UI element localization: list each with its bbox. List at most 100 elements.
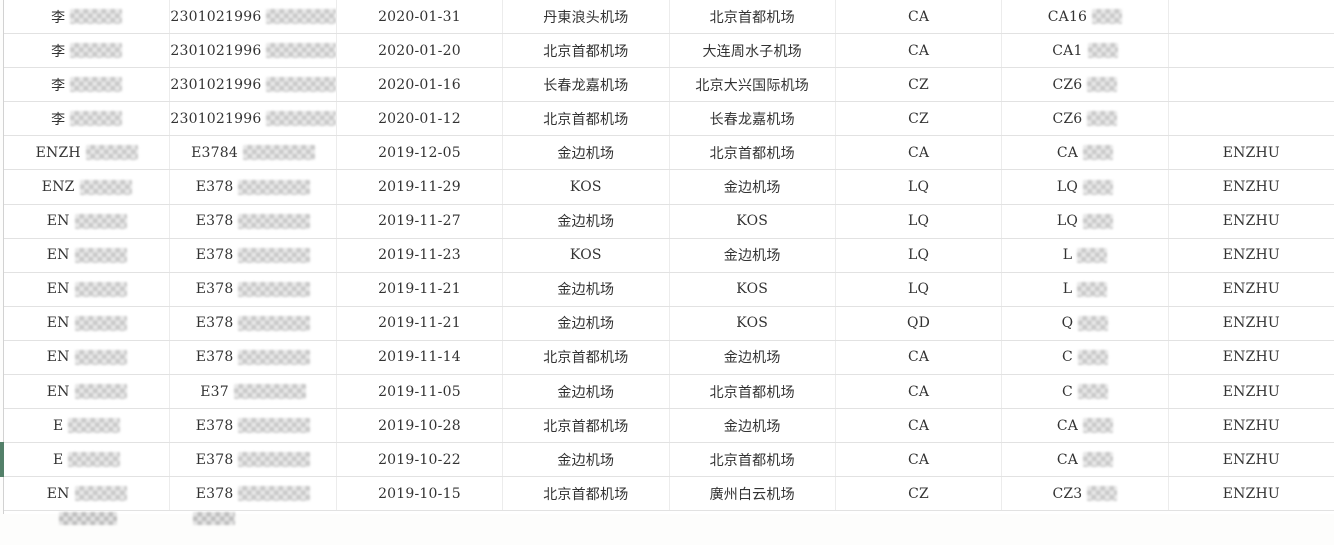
cell-name[interactable]: E [4, 409, 171, 443]
cell-id-number[interactable]: E3784 [170, 136, 337, 170]
partial-next-row[interactable] [4, 511, 1334, 545]
cell-airline-code[interactable]: CA [836, 0, 1003, 34]
cell-name[interactable]: EN [4, 238, 171, 272]
cell-flight-date[interactable]: 2019-10-28 [337, 409, 504, 443]
cell-airline-code[interactable]: LQ [836, 272, 1003, 306]
cell-airline-code[interactable]: CA [836, 136, 1003, 170]
cell-arrival-airport[interactable]: KOS [670, 306, 836, 340]
cell-departure-airport[interactable]: 丹東浪头机场 [503, 0, 670, 34]
cell-departure-airport[interactable]: 北京首都机场 [503, 477, 670, 511]
cell-passenger-name[interactable]: ENZHU [1169, 238, 1334, 272]
cell-passenger-name[interactable]: ENZHU [1169, 409, 1334, 443]
cell-name[interactable]: 李 [4, 34, 171, 68]
cell-arrival-airport[interactable]: 金边机场 [670, 170, 836, 204]
cell-passenger-name[interactable]: ENZHU [1169, 443, 1334, 477]
cell-passenger-name[interactable]: ENZHU [1169, 272, 1334, 306]
cell-airline-code[interactable]: CZ [836, 477, 1003, 511]
cell-passenger-name[interactable]: ENZHU [1169, 340, 1334, 375]
cell-id-number[interactable]: E378 [170, 204, 337, 238]
cell-id-number[interactable]: 2301021996 [170, 0, 337, 34]
cell-flight-number[interactable]: CA1 [1002, 34, 1169, 68]
cell-flight-date[interactable]: 2019-11-23 [337, 238, 504, 272]
cell-departure-airport[interactable]: 金边机场 [503, 443, 670, 477]
cell-id-number[interactable]: E378 [170, 170, 337, 204]
cell-flight-date[interactable]: 2019-11-21 [337, 272, 504, 306]
cell-arrival-airport[interactable]: 大连周水子机场 [670, 34, 836, 68]
cell-id-number[interactable]: E378 [170, 306, 337, 340]
cell-arrival-airport[interactable]: 金边机场 [670, 238, 836, 272]
cell-airline-code[interactable]: CA [836, 34, 1003, 68]
cell-flight-number[interactable]: LQ [1002, 204, 1169, 238]
cell-id-number[interactable]: 2301021996 [170, 34, 337, 68]
cell-passenger-name[interactable]: ENZHU [1169, 477, 1334, 511]
cell-passenger-name[interactable]: ENZHU [1169, 375, 1334, 409]
cell-id-number[interactable]: E378 [170, 409, 337, 443]
cell-flight-number[interactable]: CA16 [1002, 0, 1169, 34]
cell-passenger-name[interactable]: ENZHU [1169, 136, 1334, 170]
cell-id-number[interactable]: E37 [170, 375, 337, 409]
cell-departure-airport[interactable]: 长春龙嘉机场 [503, 68, 670, 102]
cell-departure-airport[interactable]: 金边机场 [503, 204, 670, 238]
cell-arrival-airport[interactable]: 长春龙嘉机场 [670, 102, 836, 136]
cell-flight-date[interactable]: 2019-12-05 [337, 136, 504, 170]
cell-name[interactable]: 李 [4, 102, 171, 136]
cell-flight-number[interactable]: C [1002, 340, 1169, 375]
cell-passenger-name[interactable] [1169, 102, 1334, 136]
cell-flight-number[interactable]: CA [1002, 409, 1169, 443]
cell-flight-date[interactable]: 2019-10-22 [337, 443, 504, 477]
cell-flight-number[interactable]: CZ6 [1002, 68, 1169, 102]
cell-passenger-name[interactable]: ENZHU [1169, 306, 1334, 340]
cell-name[interactable]: EN [4, 306, 171, 340]
cell-departure-airport[interactable]: KOS [503, 170, 670, 204]
cell-flight-number[interactable]: CA [1002, 136, 1169, 170]
cell-name[interactable]: EN [4, 204, 171, 238]
cell-departure-airport[interactable]: 金边机场 [503, 272, 670, 306]
cell-airline-code[interactable]: CZ [836, 102, 1003, 136]
cell-id-number[interactable]: 2301021996 [170, 102, 337, 136]
cell-name[interactable]: 李 [4, 68, 171, 102]
cell-departure-airport[interactable]: 北京首都机场 [503, 102, 670, 136]
cell-name[interactable]: ENZH [4, 136, 171, 170]
cell-departure-airport[interactable]: 北京首都机场 [503, 340, 670, 375]
cell-flight-date[interactable]: 2019-11-27 [337, 204, 504, 238]
cell-flight-number[interactable]: CZ6 [1002, 102, 1169, 136]
cell-arrival-airport[interactable]: KOS [670, 272, 836, 306]
cell-flight-number[interactable]: L [1002, 272, 1169, 306]
cell-airline-code[interactable]: LQ [836, 204, 1003, 238]
cell-arrival-airport[interactable]: 廣州白云机场 [670, 477, 836, 511]
cell-flight-date[interactable]: 2020-01-12 [337, 102, 504, 136]
cell-airline-code[interactable]: CA [836, 409, 1003, 443]
cell-name[interactable]: EN [4, 477, 171, 511]
cell-id-number[interactable]: E378 [170, 477, 337, 511]
cell-airline-code[interactable]: CZ [836, 68, 1003, 102]
cell-arrival-airport[interactable]: 北京大兴国际机场 [670, 68, 836, 102]
cell-id-number[interactable]: E378 [170, 238, 337, 272]
cell-flight-date[interactable]: 2019-11-05 [337, 375, 504, 409]
cell-flight-number[interactable]: CZ3 [1002, 477, 1169, 511]
cell-flight-date[interactable]: 2020-01-16 [337, 68, 504, 102]
cell-arrival-airport[interactable]: 北京首都机场 [670, 0, 836, 34]
cell-flight-date[interactable]: 2019-11-21 [337, 306, 504, 340]
cell-flight-number[interactable]: Q [1002, 306, 1169, 340]
cell-flight-date[interactable]: 2019-10-15 [337, 477, 504, 511]
cell-departure-airport[interactable]: 金边机场 [503, 306, 670, 340]
cell-flight-date[interactable]: 2019-11-29 [337, 170, 504, 204]
cell-arrival-airport[interactable]: KOS [670, 204, 836, 238]
cell-departure-airport[interactable]: 北京首都机场 [503, 34, 670, 68]
cell-passenger-name[interactable]: ENZHU [1169, 204, 1334, 238]
cell-arrival-airport[interactable]: 金边机场 [670, 340, 836, 375]
cell-id-number[interactable]: 2301021996 [170, 68, 337, 102]
cell-departure-airport[interactable]: 金边机场 [503, 136, 670, 170]
cell-arrival-airport[interactable]: 北京首都机场 [670, 443, 836, 477]
cell-flight-date[interactable]: 2020-01-20 [337, 34, 504, 68]
cell-flight-number[interactable]: C [1002, 375, 1169, 409]
cell-name[interactable]: 李 [4, 0, 171, 34]
cell-name[interactable]: E [4, 443, 171, 477]
cell-name[interactable]: ENZ [4, 170, 171, 204]
cell-departure-airport[interactable]: 北京首都机场 [503, 409, 670, 443]
cell-passenger-name[interactable] [1169, 68, 1334, 102]
cell-passenger-name[interactable]: ENZHU [1169, 170, 1334, 204]
cell-departure-airport[interactable]: 金边机场 [503, 375, 670, 409]
cell-name[interactable]: EN [4, 272, 171, 306]
cell-id-number[interactable]: E378 [170, 443, 337, 477]
